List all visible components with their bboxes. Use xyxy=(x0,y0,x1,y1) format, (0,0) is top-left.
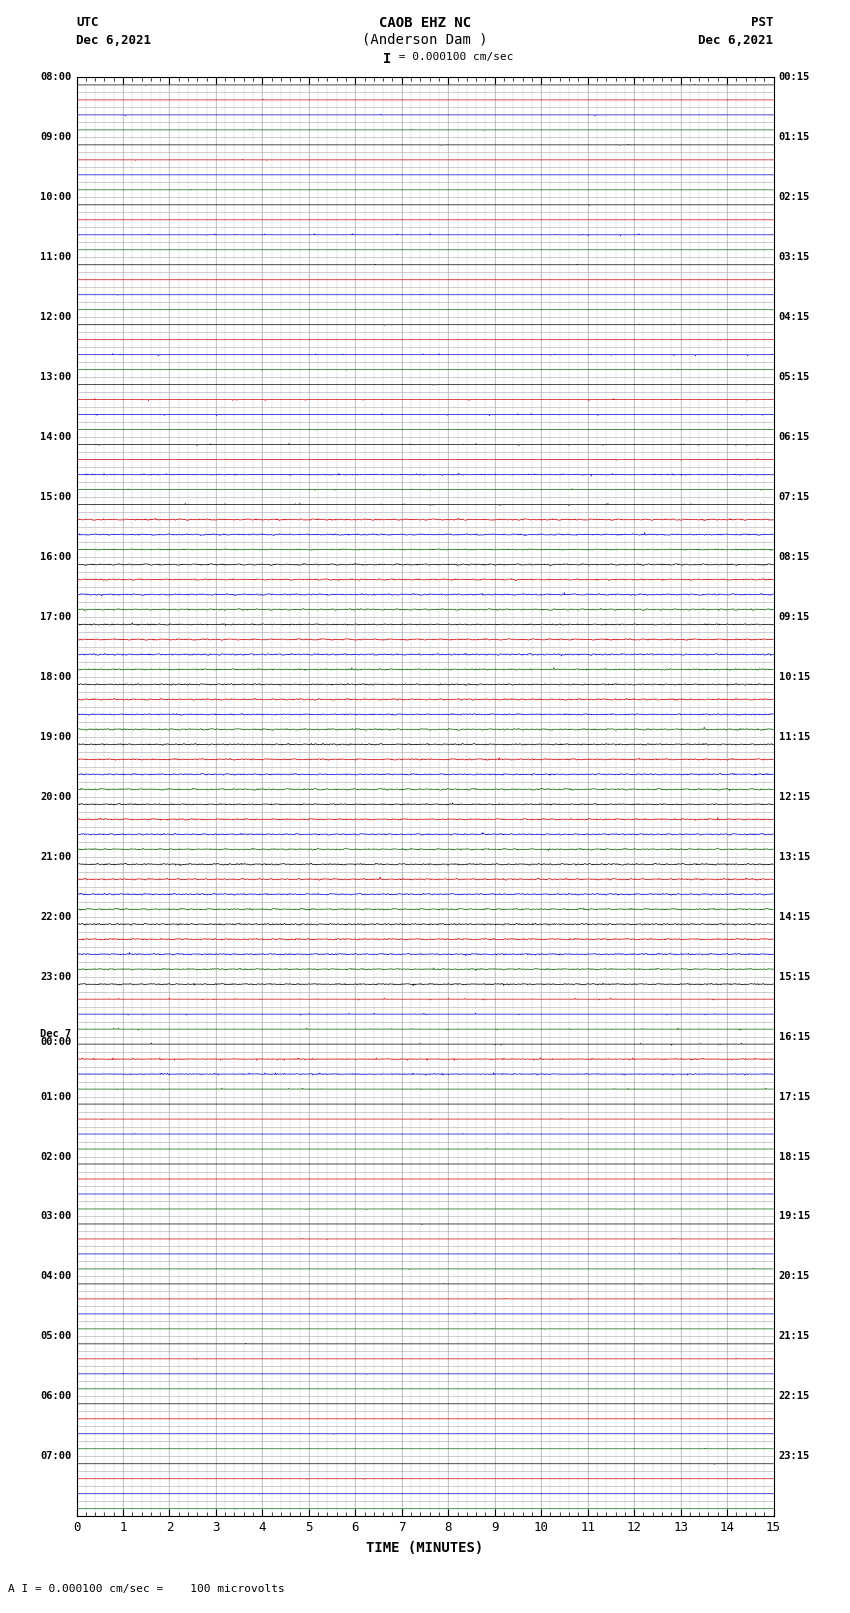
Text: 07:15: 07:15 xyxy=(779,492,810,502)
Text: 20:15: 20:15 xyxy=(779,1271,810,1281)
Text: 15:00: 15:00 xyxy=(40,492,71,502)
Text: 08:15: 08:15 xyxy=(779,552,810,561)
Text: 05:00: 05:00 xyxy=(40,1331,71,1342)
Text: 08:00: 08:00 xyxy=(40,73,71,82)
Text: 04:15: 04:15 xyxy=(779,313,810,323)
Text: 20:00: 20:00 xyxy=(40,792,71,802)
Text: 22:15: 22:15 xyxy=(779,1392,810,1402)
Text: 23:00: 23:00 xyxy=(40,971,71,982)
Text: 01:15: 01:15 xyxy=(779,132,810,142)
Text: 06:00: 06:00 xyxy=(40,1392,71,1402)
Text: 16:00: 16:00 xyxy=(40,552,71,561)
Text: 13:15: 13:15 xyxy=(779,852,810,861)
Text: 12:00: 12:00 xyxy=(40,313,71,323)
Text: 10:15: 10:15 xyxy=(779,673,810,682)
Text: Dec 6,2021: Dec 6,2021 xyxy=(76,34,151,47)
Text: 15:15: 15:15 xyxy=(779,971,810,982)
Text: CAOB EHZ NC: CAOB EHZ NC xyxy=(379,16,471,31)
Text: 18:15: 18:15 xyxy=(779,1152,810,1161)
Text: 04:00: 04:00 xyxy=(40,1271,71,1281)
Text: 18:00: 18:00 xyxy=(40,673,71,682)
Text: I: I xyxy=(382,52,391,66)
Text: Dec 7: Dec 7 xyxy=(40,1029,71,1039)
Text: Dec 6,2021: Dec 6,2021 xyxy=(699,34,774,47)
Text: 02:15: 02:15 xyxy=(779,192,810,202)
Text: 00:15: 00:15 xyxy=(779,73,810,82)
Text: 22:00: 22:00 xyxy=(40,911,71,921)
Text: 01:00: 01:00 xyxy=(40,1092,71,1102)
Text: 14:15: 14:15 xyxy=(779,911,810,921)
Text: = 0.000100 cm/sec: = 0.000100 cm/sec xyxy=(392,52,513,61)
Text: 11:00: 11:00 xyxy=(40,252,71,263)
Text: 17:00: 17:00 xyxy=(40,611,71,623)
Text: 06:15: 06:15 xyxy=(779,432,810,442)
Text: 11:15: 11:15 xyxy=(779,732,810,742)
Text: 03:00: 03:00 xyxy=(40,1211,71,1221)
Text: 19:00: 19:00 xyxy=(40,732,71,742)
Text: 21:00: 21:00 xyxy=(40,852,71,861)
Text: 09:00: 09:00 xyxy=(40,132,71,142)
Text: 10:00: 10:00 xyxy=(40,192,71,202)
Text: PST: PST xyxy=(751,16,774,29)
Text: 16:15: 16:15 xyxy=(779,1032,810,1042)
Text: 14:00: 14:00 xyxy=(40,432,71,442)
Text: UTC: UTC xyxy=(76,16,99,29)
Text: 05:15: 05:15 xyxy=(779,373,810,382)
Text: 03:15: 03:15 xyxy=(779,252,810,263)
Text: 21:15: 21:15 xyxy=(779,1331,810,1342)
Text: A I = 0.000100 cm/sec =    100 microvolts: A I = 0.000100 cm/sec = 100 microvolts xyxy=(8,1584,286,1594)
Text: 02:00: 02:00 xyxy=(40,1152,71,1161)
Text: 19:15: 19:15 xyxy=(779,1211,810,1221)
Text: 12:15: 12:15 xyxy=(779,792,810,802)
Text: 07:00: 07:00 xyxy=(40,1452,71,1461)
Text: 09:15: 09:15 xyxy=(779,611,810,623)
X-axis label: TIME (MINUTES): TIME (MINUTES) xyxy=(366,1540,484,1555)
Text: 00:00: 00:00 xyxy=(40,1037,71,1047)
Text: 23:15: 23:15 xyxy=(779,1452,810,1461)
Text: 17:15: 17:15 xyxy=(779,1092,810,1102)
Text: 13:00: 13:00 xyxy=(40,373,71,382)
Text: (Anderson Dam ): (Anderson Dam ) xyxy=(362,32,488,47)
